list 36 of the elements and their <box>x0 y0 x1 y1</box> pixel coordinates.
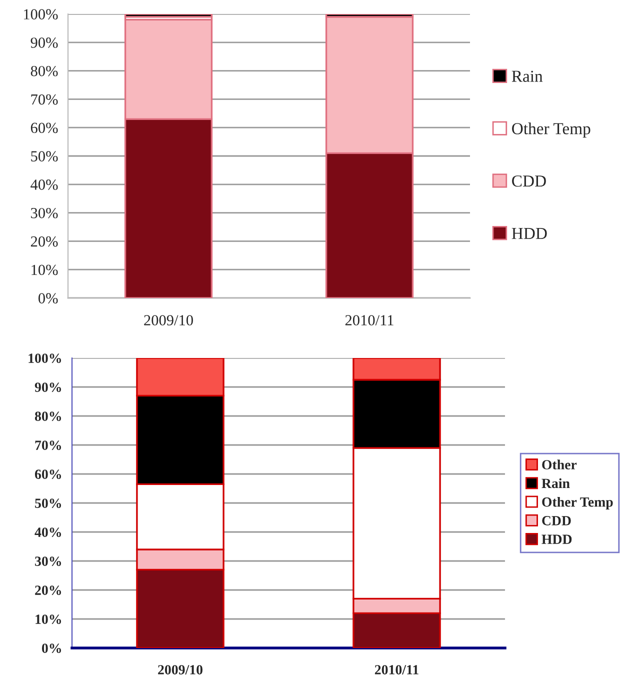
y-tick-label: 10% <box>32 264 58 276</box>
y-tick-label: 80% <box>30 66 58 76</box>
legend-label: CDD <box>542 516 571 526</box>
y-tick-label: 60% <box>34 470 61 479</box>
y-tick-label: 100% <box>28 354 61 363</box>
legend-label: Rain <box>542 478 570 488</box>
y-tick-label: 10% <box>36 614 61 624</box>
y-tick-label: 70% <box>31 94 58 105</box>
y-tick-label: 20% <box>30 236 58 247</box>
x-tick-label: 2009/10 <box>144 315 193 326</box>
legend-label: HDD <box>542 534 572 544</box>
y-tick-label: 100% <box>24 9 58 20</box>
y-tick-label: 0% <box>38 293 58 304</box>
legend-label: CDD <box>512 175 546 187</box>
x-tick-label: 2010/11 <box>374 665 418 674</box>
y-tick-label: 0% <box>42 644 61 653</box>
legend-label: Other Temp <box>542 496 613 510</box>
legend-label: Other <box>542 460 577 470</box>
y-tick-label: 50% <box>35 498 61 508</box>
y-tick-label: 40% <box>34 528 61 537</box>
bar <box>124 14 213 18</box>
x-tick-label: 2009/10 <box>158 665 202 674</box>
y-tick-label: 20% <box>35 586 61 595</box>
y-tick-label: 90% <box>34 382 61 392</box>
y-tick-label: 60% <box>30 122 58 134</box>
legend-label: Other Temp <box>512 122 590 138</box>
y-tick-label: 30% <box>35 556 61 566</box>
y-tick-label: 90% <box>30 38 58 48</box>
legend-label: Rain <box>512 70 543 82</box>
legend-label: HDD <box>512 228 547 239</box>
x-tick-label: 2010/11 <box>345 315 394 326</box>
y-tick-label: 80% <box>34 412 61 421</box>
y-tick-label: 50% <box>31 151 58 162</box>
y-tick-label: 70% <box>35 440 61 450</box>
y-tick-label: 30% <box>31 208 58 218</box>
y-tick-label: 40% <box>30 180 58 190</box>
